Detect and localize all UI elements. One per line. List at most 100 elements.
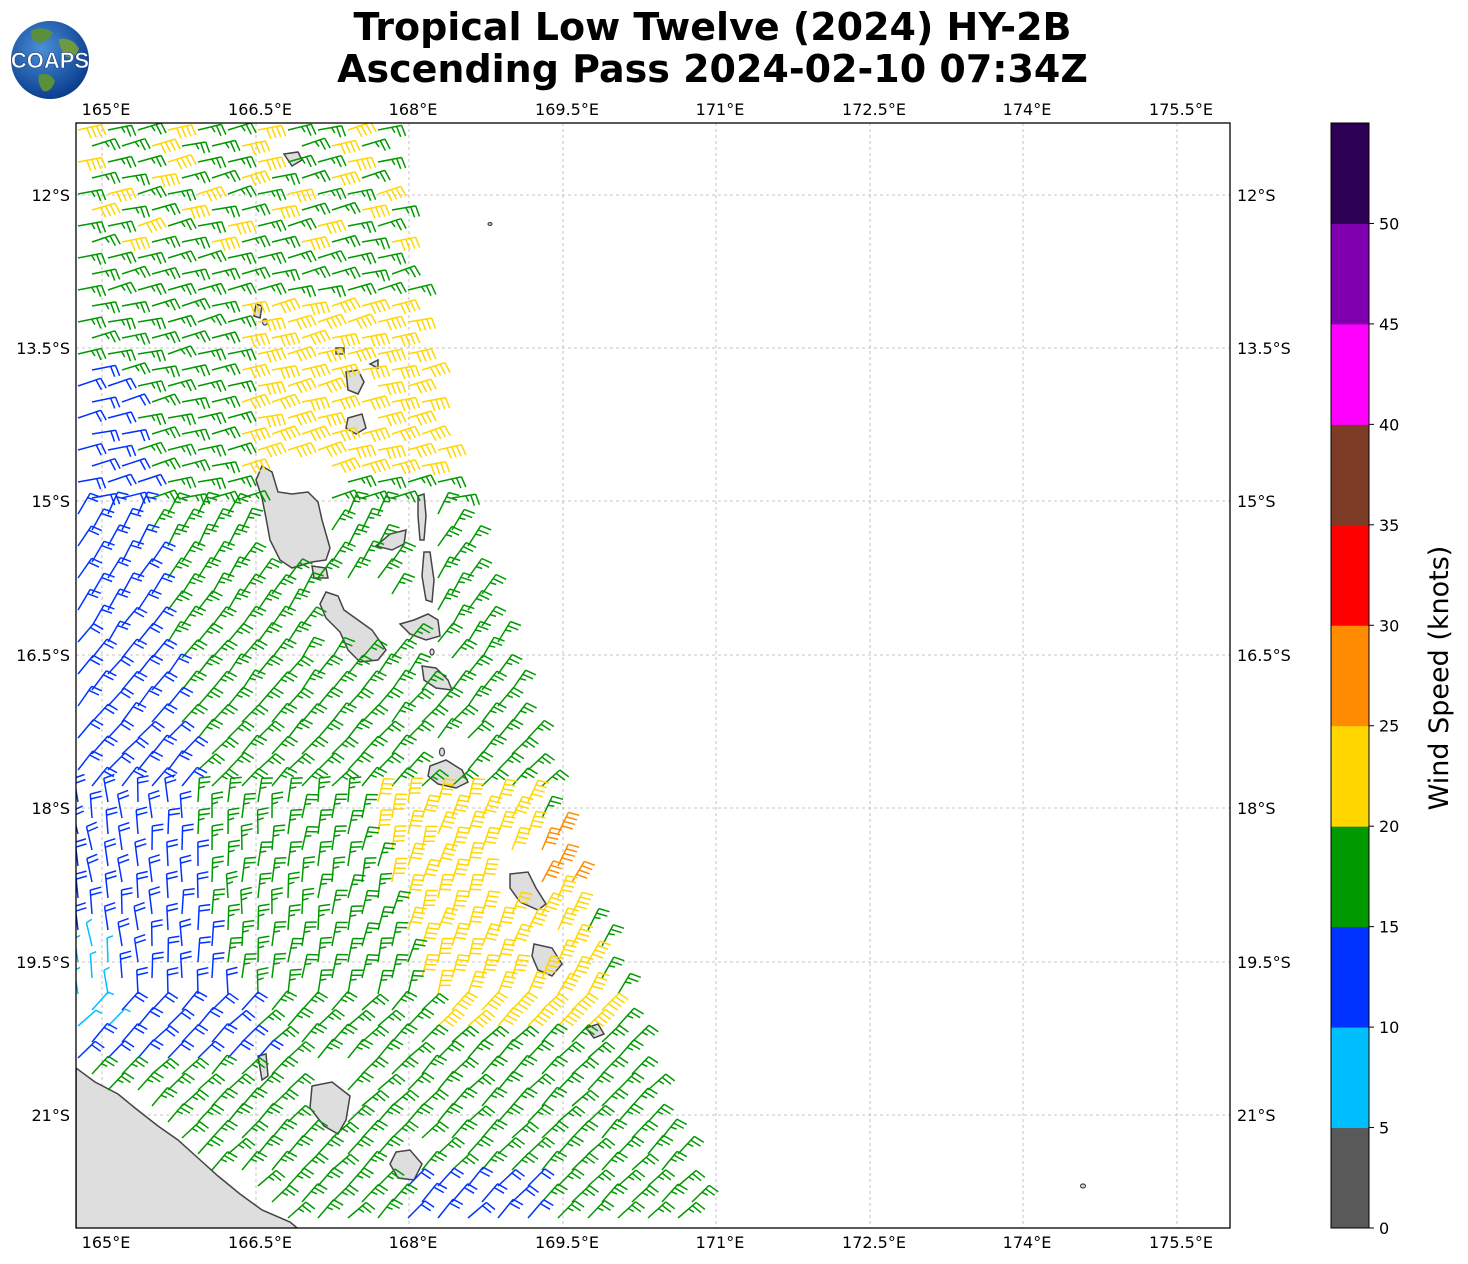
wind-barb [361,365,391,380]
wind-barb [481,826,502,851]
wind-barb [361,204,391,219]
wind-barb [317,441,347,458]
wind-barb [107,187,137,203]
wind-barb [197,775,211,803]
lon-tick-label-bottom: 169.5°E [535,1233,599,1252]
wind-barb [527,971,549,995]
wind-barb [91,301,121,314]
wind-barb [467,525,492,547]
wind-barb [241,605,267,627]
wind-barb [257,841,273,867]
wind-barb [167,523,190,547]
wind-barb [227,492,252,515]
wind-barb [481,858,500,883]
wind-barb [437,778,457,803]
wind-barb [120,887,133,915]
wind-barb [497,653,523,675]
wind-barb [287,1167,315,1187]
wind-barb [211,205,241,218]
wind-barb [181,639,208,659]
wind-barb [317,250,347,263]
wind-barb [377,1009,406,1027]
wind-barb [377,969,395,995]
wind-barb [240,823,253,851]
wind-barb [391,638,418,659]
wind-barb [137,1039,164,1059]
wind-barb [347,1104,375,1123]
wind-barb [271,235,301,249]
wind-barb [287,871,300,899]
lon-tick-label-top: 169.5°E [535,100,599,119]
wind-barb [377,1073,406,1091]
wind-barb [271,1025,300,1043]
wind-barb [511,954,531,979]
wind-barb [317,187,347,201]
wind-barb [451,541,477,563]
wind-barb [527,907,550,931]
wind-barb [347,841,363,867]
wind-barb [331,297,361,314]
land-espiritu-santo [255,464,331,569]
wind-barb [89,886,102,915]
wind-barb [541,1086,568,1107]
wind-barb [331,489,361,502]
wind-barb [331,1184,359,1203]
wind-barb [167,250,197,263]
wind-barb [407,842,427,867]
wind-barb [77,252,107,265]
wind-barb [107,155,137,169]
wind-barb [421,953,439,979]
wind-barb [391,425,421,442]
wind-barb [136,966,149,995]
wind-barb [391,364,421,380]
wind-barb [181,990,208,1011]
wind-barb [77,442,107,456]
wind-barb [121,300,151,314]
wind-barb [287,442,317,458]
wind-barb [211,572,235,595]
wind-barb [377,156,407,170]
wind-barb [377,315,407,331]
wind-barb [391,541,417,563]
wind-barb [497,1169,525,1187]
wind-barb [151,703,178,723]
wind-barb [167,1039,195,1059]
lat-tick-label-right: 18°S [1237,799,1276,818]
wind-barb [107,655,134,675]
wind-barb [511,736,539,755]
wind-barb [241,1120,269,1139]
wind-barb [77,623,104,643]
wind-barb [271,1118,298,1139]
wind-barb [151,298,181,311]
wind-barb [407,1041,436,1059]
wind-barb [497,1070,524,1091]
wind-barb [511,1121,540,1139]
wind-barb [91,233,121,247]
wind-barb [617,1201,645,1219]
lat-tick-label-left: 16.5°S [16,646,70,665]
wind-barb [347,282,377,296]
wind-barb [271,671,298,691]
wind-barb [211,736,239,755]
wind-barb [151,202,181,216]
colorbar-segment [1331,926,1369,1028]
wind-barb [601,924,625,947]
wind-barb [227,686,254,707]
wind-barb [631,1119,659,1139]
colorbar-segment [1331,1127,1369,1229]
wind-barb [181,1089,210,1107]
wind-barb [557,811,580,835]
wind-barb [85,821,99,851]
wind-barb [227,380,257,393]
wind-barb [211,331,241,344]
wind-barb [511,702,537,723]
wind-barb [361,169,391,183]
wind-barb [391,990,418,1011]
wind-barb [407,969,425,995]
wind-barb [197,249,227,263]
wind-barb [437,556,461,579]
wind-barb [481,1118,508,1139]
wind-barb [451,1153,480,1171]
wind-barb [167,282,197,296]
wind-barb [257,219,287,232]
